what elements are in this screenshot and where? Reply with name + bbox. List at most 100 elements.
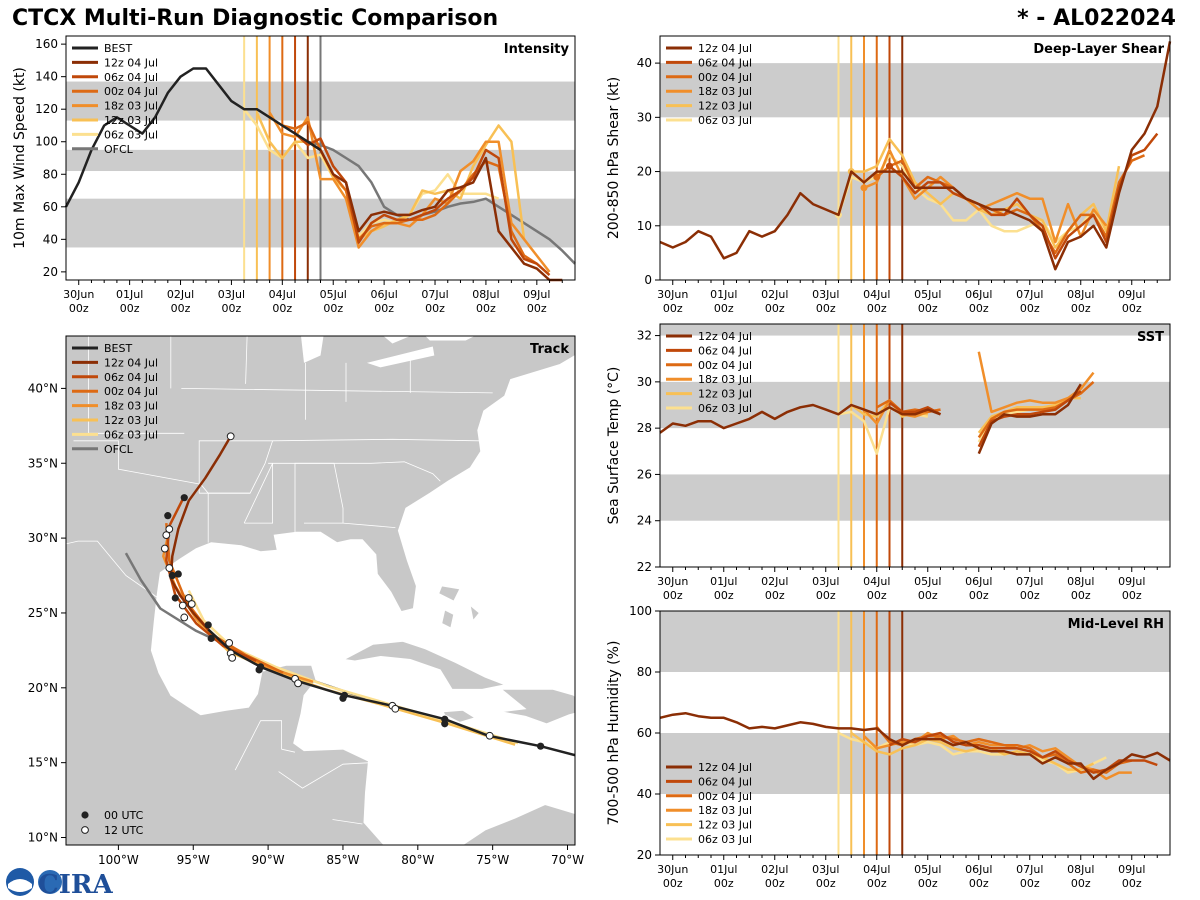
rh-legend-label-12z-04-jul: 12z 04 Jul [698,761,752,774]
rh-series-06z-04-jul [888,731,1158,774]
track-legend-label-18z-03-jul: 18z 03 Jul [104,400,158,413]
sst-ytick-label: 26 [637,467,652,481]
track-legend-label-ofcl: OFCL [104,443,134,456]
shear-series-12z-04-jul [659,41,1172,271]
track-xtick-label: 100°W [98,853,139,867]
intensity-ytick-label: 60 [43,200,58,214]
shear-xtick-label: 09Jul [1118,288,1145,301]
track-ytick-label: 15°N [28,756,58,770]
rh-xtick-label: 00z [816,877,836,890]
lake-erie [366,346,435,368]
intensity-xtick-label: 00z [272,302,292,315]
track-marker-00utc [180,494,188,502]
page-title: CTCX Multi-Run Diagnostic Comparison [12,6,499,31]
track-marker-12utc [178,601,187,610]
rh-ytick-label: 60 [637,726,652,740]
track-legend-label-12z-03-jul: 12z 03 Jul [104,414,158,427]
rh-series-12z-04-jul [659,711,1171,781]
track-marker-00utc [171,594,179,602]
track-marker-12utc [160,544,169,553]
rh-legend-label-00z-04-jul: 00z 04 Jul [698,790,752,803]
track-marker-12utc [228,653,237,662]
border-guatemala [234,720,283,771]
sst-band-0 [660,474,1170,521]
shear-legend-label-18z-03-jul: 18z 03 Jul [698,85,752,98]
intensity-series-best [64,67,322,208]
rh-title: Mid-Level RH [1068,617,1164,632]
rh-xtick-label: 00z [663,877,683,890]
intensity-xtick-label: 06Jul [370,288,397,301]
rh-ytick-label: 80 [637,665,652,679]
track-marker-12utc [294,679,302,688]
shear-band-1 [660,63,1170,118]
shear-xtick-label: 00z [1020,302,1040,315]
sst-xtick-label: 30Jun [657,575,688,588]
track-xtick-label: 90°W [252,853,285,867]
sst-xtick-label: 01Jul [710,575,737,588]
sst-ytick-label: 22 [637,560,652,574]
intensity-legend-label-06z-04-jul: 06z 04 Jul [104,71,158,84]
intensity-ylabel: 10m Max Wind Speed (kt) [12,67,28,249]
shear-xtick-label: 00z [867,302,887,315]
sst-xtick-label: 03Jul [812,575,839,588]
track-marker-12utc [180,613,189,622]
rh-xtick-label: 04Jul [863,863,890,876]
track-line-12z-04-jul [169,435,232,631]
shear-legend-label-06z-04-jul: 06z 04 Jul [698,56,752,69]
sst-series-12z-04-jul [659,403,941,434]
track-marker-12utc [226,432,235,441]
sst-xtick-label: 00z [1020,589,1040,602]
track-marker-12utc [165,564,174,572]
track-ytick-label: 25°N [28,606,58,620]
border-mississippi [243,463,274,524]
sst-legend-label-06z-04-jul: 06z 04 Jul [698,344,752,357]
track-marker-00utc [339,694,347,702]
track-ytick-label: 20°N [28,681,58,695]
rh-xtick-label: 03Jul [812,863,839,876]
sst-ytick-label: 30 [637,375,652,389]
sst-xtick-label: 00z [1122,589,1142,602]
shear-start-dot-00z-04-jul [873,173,881,181]
intensity-ytick-label: 160 [35,37,58,51]
shear-start-dot-18z-03-jul [860,184,868,192]
intensity-xtick-label: 09Jul [523,288,550,301]
border-us-mexico [66,540,161,600]
rh-xtick-label: 00z [969,877,989,890]
cira-logo: CIRA [4,866,114,898]
shear-ytick-label: 20 [637,165,652,179]
track-marker-12utc [165,525,174,534]
rh-legend-label-06z-03-jul: 06z 03 Jul [698,833,752,846]
intensity-legend-label-12z-04-jul: 12z 04 Jul [104,56,158,69]
intensity-legend-label-06z-03-jul: 06z 03 Jul [104,128,158,141]
track-marker-00utc [174,570,182,578]
border-costa-rica [332,819,363,825]
shear-ytick-label: 40 [637,56,652,70]
sst-ytick-label: 24 [637,514,652,528]
lake-huron [383,336,411,344]
intensity-xtick-label: 07Jul [421,288,448,301]
intensity-ytick-label: 80 [43,167,58,181]
border-belize [281,748,296,753]
sst-xtick-label: 06Jul [965,575,992,588]
track-marker-12utc [391,704,400,713]
shear-xtick-label: 00z [969,302,989,315]
track-ytick-label: 30°N [28,531,58,545]
rh-xtick-label: 00z [1122,877,1142,890]
rh-xtick-label: 06Jul [965,863,992,876]
intensity-ytick-label: 120 [35,102,58,116]
shear-ytick-label: 30 [637,110,652,124]
track-map-area [66,336,575,845]
track-title: Track [530,342,569,357]
rh-xtick-label: 30Jun [657,863,688,876]
shear-xtick-label: 30Jun [657,288,688,301]
rh-ylabel: 700-500 hPa Humidity (%) [606,641,622,826]
intensity-ytick-label: 20 [43,265,58,279]
rh-ytick-label: 20 [637,848,652,862]
rh-ytick-label: 100 [629,604,652,618]
track-line-best [207,628,575,757]
track-legend-marker-00utc [81,811,89,819]
rh-xtick-label: 00z [867,877,887,890]
shear-xtick-label: 00z [765,302,785,315]
shear-ytick-label: 10 [637,219,652,233]
intensity-xtick-label: 00z [69,302,89,315]
